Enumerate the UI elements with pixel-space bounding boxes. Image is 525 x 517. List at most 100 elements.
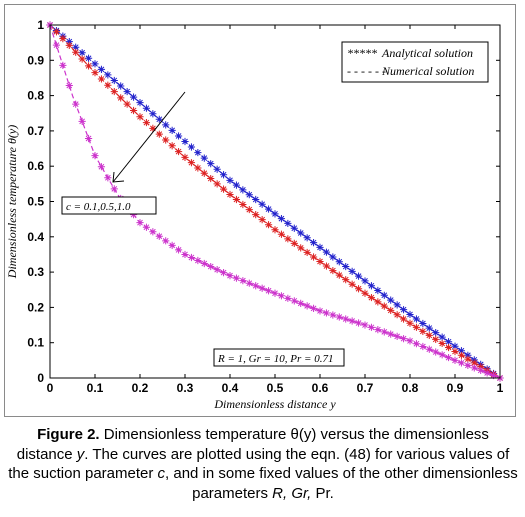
- analytical-point: [168, 241, 176, 249]
- analytical-point: [136, 219, 144, 227]
- analytical-point: [149, 124, 157, 132]
- analytical-point: [187, 253, 196, 262]
- analytical-point: [457, 359, 466, 367]
- analytical-point: [342, 315, 350, 323]
- analytical-point: [200, 169, 208, 177]
- analytical-point: [444, 338, 453, 346]
- analytical-point: [65, 41, 73, 50]
- y-axis-label: Dimensionless temperature θ(y): [5, 125, 19, 279]
- analytical-point: [110, 185, 118, 193]
- analytical-point: [271, 210, 279, 218]
- analytical-point: [136, 113, 144, 121]
- analytical-point: [258, 200, 266, 208]
- analytical-point: [149, 110, 157, 118]
- analytical-point: [464, 361, 472, 369]
- analytical-point: [284, 235, 292, 243]
- analytical-point: [181, 137, 189, 146]
- analytical-point: [425, 331, 433, 339]
- analytical-point: [65, 38, 73, 46]
- analytical-point: [84, 54, 93, 62]
- series-2: [46, 21, 504, 382]
- analytical-point: [59, 61, 67, 69]
- analytical-point: [245, 279, 253, 287]
- analytical-point: [129, 106, 138, 115]
- analytical-point: [406, 337, 414, 345]
- analytical-point: [271, 226, 279, 234]
- analytical-point: [277, 292, 286, 300]
- analytical-point: [419, 342, 427, 351]
- analytical-point: [464, 355, 472, 363]
- analytical-point: [303, 248, 311, 257]
- analytical-point: [477, 366, 485, 375]
- analytical-point: [348, 280, 356, 288]
- analytical-point: [219, 269, 228, 277]
- fixed-parameters-box: [213, 348, 345, 367]
- x-tick-label: 0.7: [357, 381, 374, 395]
- analytical-point: [91, 152, 99, 160]
- y-tick-label: 0.2: [27, 300, 44, 314]
- legend-label-analytical: Analytical solution: [381, 46, 473, 60]
- analytical-point: [438, 351, 446, 359]
- analytical-point: [354, 272, 363, 280]
- series-1: [46, 21, 504, 382]
- figure-caption: Figure 2. Dimensionless temperature θ(y)…: [8, 425, 518, 503]
- analytical-point: [432, 348, 440, 356]
- analytical-point: [110, 76, 118, 85]
- analytical-point: [303, 234, 311, 242]
- analytical-point: [322, 248, 331, 256]
- analytical-point: [194, 256, 202, 265]
- analytical-point: [162, 121, 170, 129]
- analytical-point: [425, 345, 433, 353]
- analytical-point: [271, 289, 279, 297]
- analytical-point: [406, 310, 414, 319]
- analytical-point: [219, 171, 228, 179]
- analytical-point: [489, 371, 498, 380]
- analytical-point: [194, 148, 202, 157]
- analytical-point: [59, 35, 67, 43]
- analytical-point: [412, 315, 421, 323]
- analytical-point: [258, 216, 266, 224]
- analytical-point: [187, 159, 196, 167]
- analytical-point: [245, 191, 253, 199]
- y-tick-label: 0.9: [27, 53, 44, 67]
- analytical-point: [335, 313, 343, 321]
- analytical-point: [419, 319, 427, 328]
- analytical-point: [200, 154, 208, 162]
- caption-text-1: Dimensionless temperature θ(y) versus th…: [16, 426, 489, 463]
- analytical-point: [226, 272, 234, 280]
- analytical-point: [162, 136, 170, 144]
- analytical-point: [264, 205, 273, 213]
- temperature-chart: 0 0.1 0.2 0.3 0.4 0.5 0.6 0.7 0.8 0.9 1 0 0.1 0.2 0.3…: [5, 18, 504, 411]
- analytical-point: [232, 181, 241, 189]
- legend-marker-analytical: *****: [347, 46, 377, 60]
- analytical-point: [451, 342, 459, 350]
- analytical-point: [284, 294, 292, 302]
- analytical-point: [78, 117, 86, 125]
- analytical-point: [367, 282, 376, 290]
- x-tick-label: 0.1: [87, 381, 104, 395]
- analytical-point: [399, 335, 408, 343]
- analytical-point: [78, 55, 86, 63]
- analytical-point: [264, 221, 273, 229]
- legend-label-numerical: Numerical solution: [381, 64, 474, 78]
- caption-var-y: y: [76, 445, 85, 463]
- x-tick-label: 0.5: [267, 381, 284, 395]
- analytical-point: [219, 185, 228, 193]
- y-tick-label: 0: [37, 371, 44, 385]
- analytical-point: [438, 339, 446, 348]
- legend-box: [341, 41, 489, 83]
- analytical-point: [252, 282, 260, 290]
- caption-text-3: , and in some fixed values of the other …: [165, 465, 518, 502]
- analytical-point: [297, 244, 305, 252]
- analytical-point: [129, 93, 138, 101]
- analytical-point: [367, 323, 376, 331]
- analytical-point: [329, 266, 337, 275]
- analytical-point: [174, 132, 183, 140]
- arrow-head-icon: [112, 171, 125, 183]
- y-tick-label: 0.3: [27, 265, 44, 279]
- analytical-point: [457, 351, 466, 359]
- analytical-point: [393, 301, 401, 309]
- analytical-point: [406, 319, 414, 327]
- analytical-point: [174, 147, 183, 156]
- analytical-point: [464, 351, 472, 359]
